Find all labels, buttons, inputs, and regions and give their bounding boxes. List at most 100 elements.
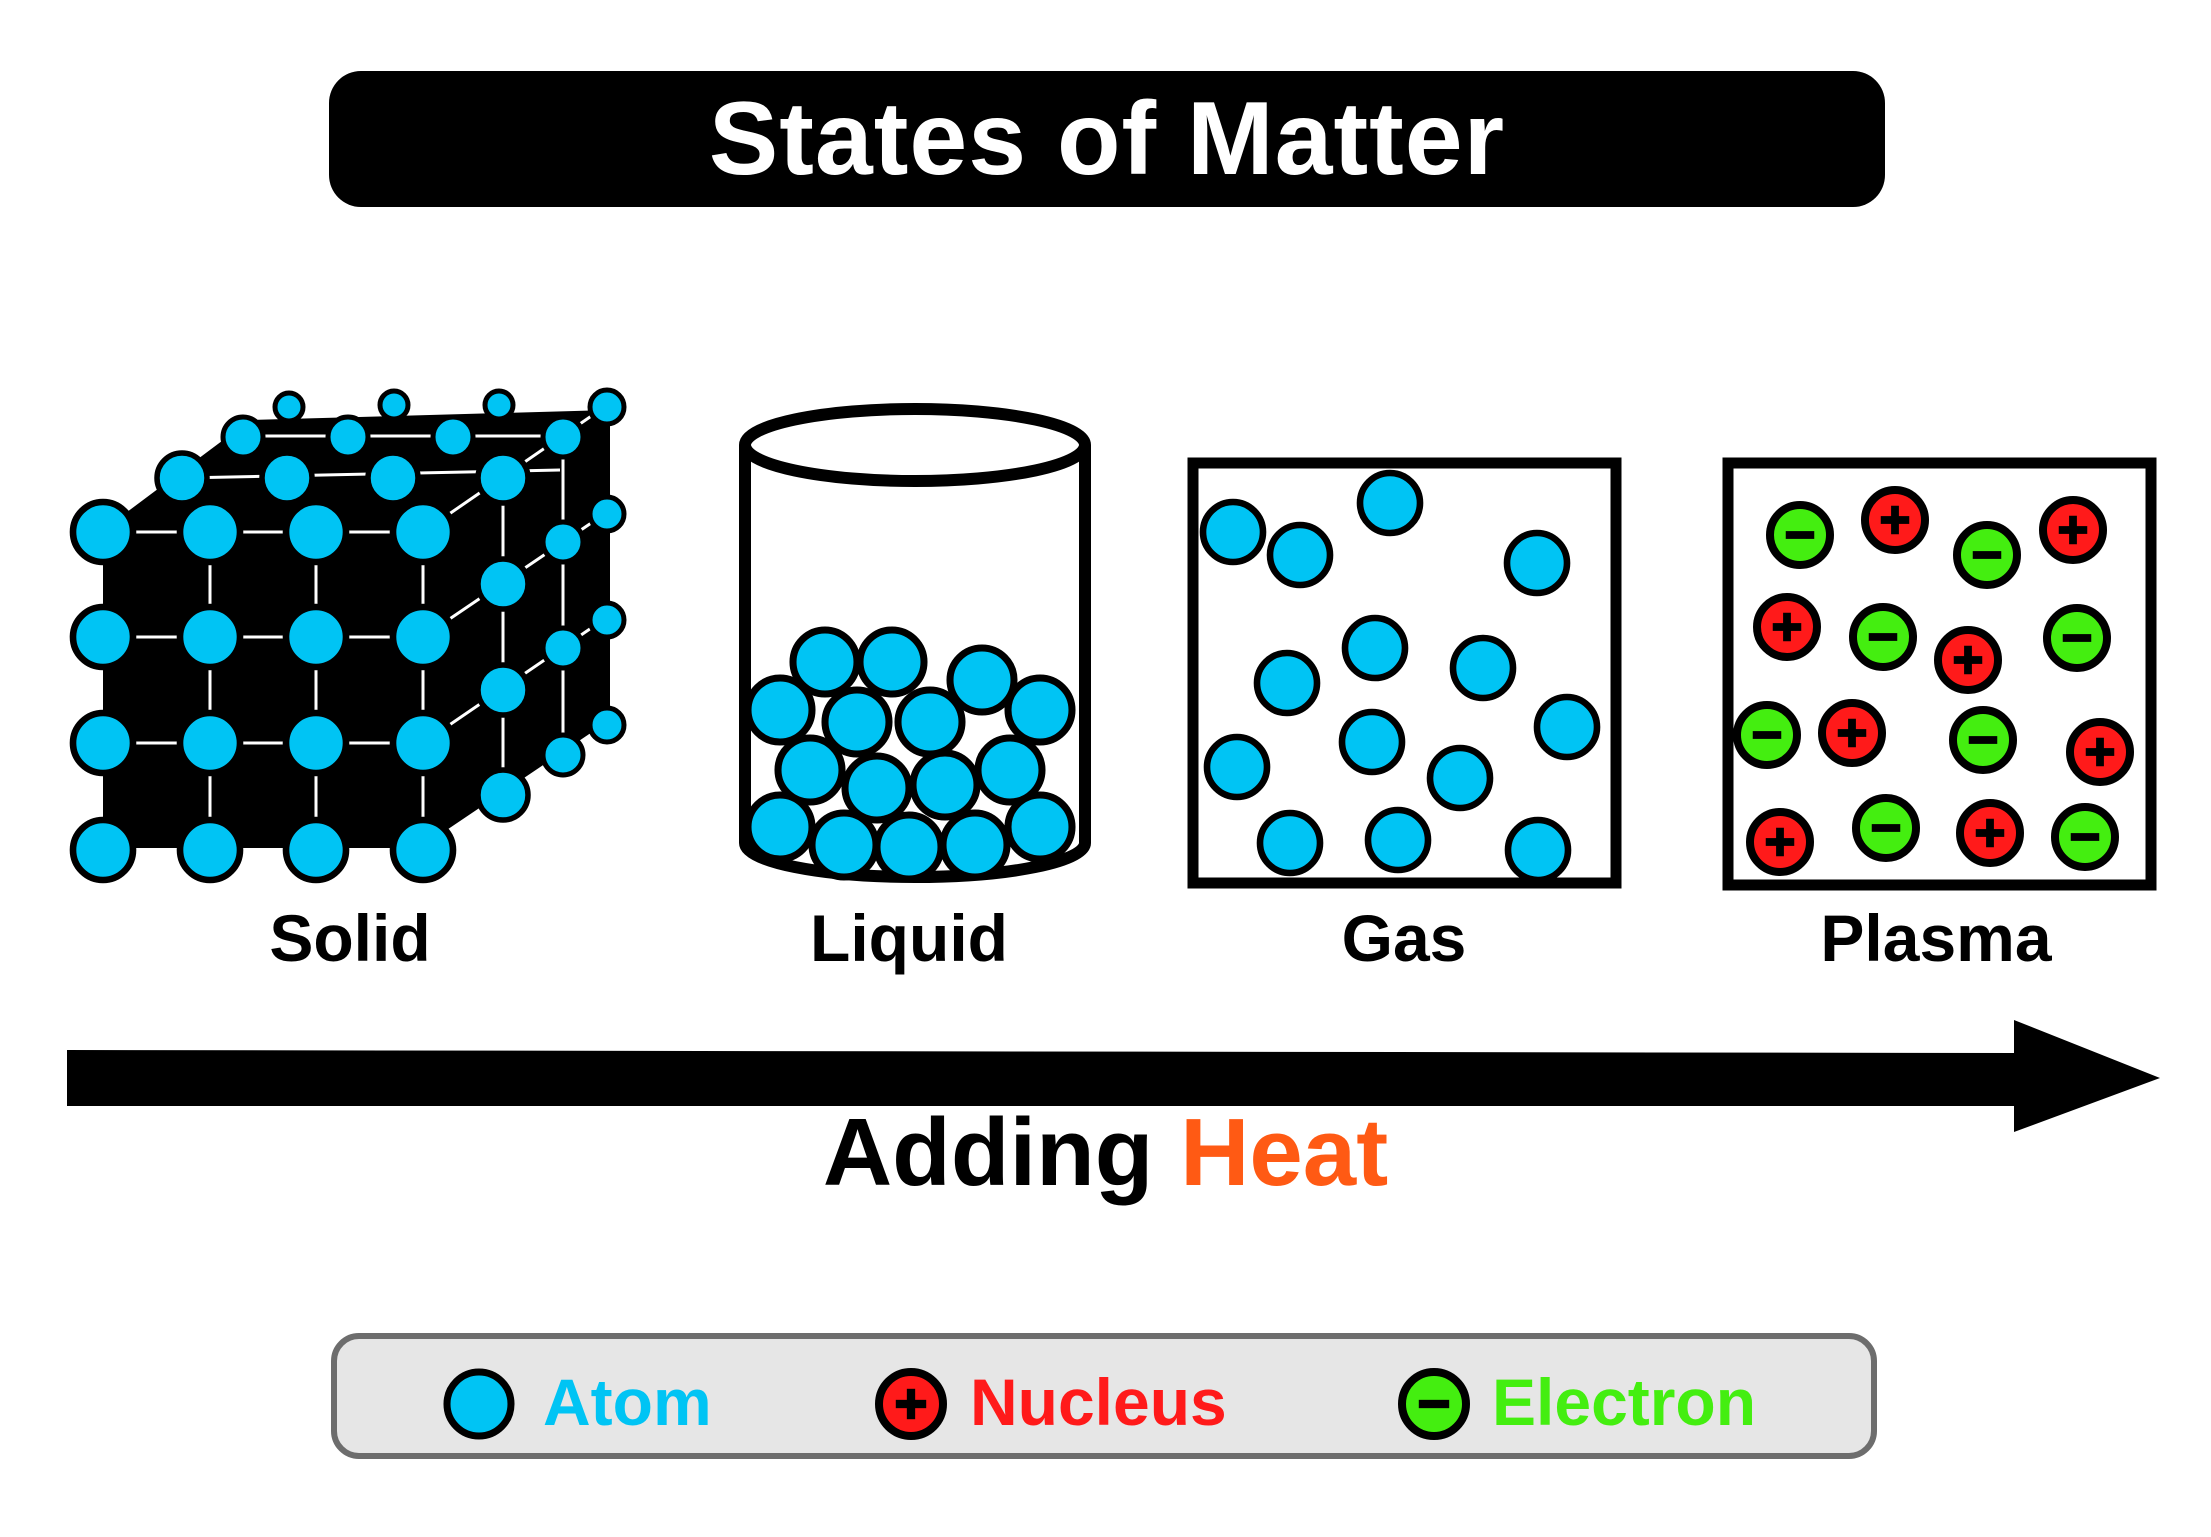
gas-atom xyxy=(1426,744,1494,812)
plasma-nucleus xyxy=(1746,808,1814,876)
plasma-nucleus xyxy=(1753,593,1821,661)
plasma-nucleus xyxy=(1956,799,2024,867)
solid-back-atom xyxy=(475,767,531,823)
plasma-electron xyxy=(2043,604,2111,672)
gas-atom xyxy=(1266,521,1334,589)
gas-atom xyxy=(1503,529,1571,597)
solid-back-atom xyxy=(430,414,476,460)
legend-electron-label: Electron xyxy=(1492,1365,1757,1439)
solid-atom xyxy=(69,709,137,777)
solid-back-atom xyxy=(154,450,210,506)
solid-label: Solid xyxy=(269,901,431,975)
solid-atom xyxy=(389,498,457,566)
solid-back-atom xyxy=(540,519,586,565)
solid-back-atom xyxy=(587,494,627,534)
solid-back-atom xyxy=(272,390,306,424)
gas-atom xyxy=(1533,693,1601,761)
solid-atom xyxy=(69,603,137,671)
solid-atom xyxy=(389,709,457,777)
solid-back-atom xyxy=(540,732,586,778)
gas-label: Gas xyxy=(1341,901,1467,975)
solid-atom xyxy=(389,603,457,671)
solid-atom xyxy=(282,498,350,566)
plasma-label: Plasma xyxy=(1820,901,2052,975)
liquid-atom xyxy=(744,674,816,746)
gas-atom xyxy=(1449,634,1517,702)
gas-atom xyxy=(1203,733,1271,801)
solid-atom xyxy=(69,498,137,566)
liquid-atom xyxy=(774,734,846,806)
liquid-atom xyxy=(744,791,816,863)
solid-atom xyxy=(282,603,350,671)
liquid-label: Liquid xyxy=(810,901,1008,975)
gas-atom xyxy=(1504,816,1572,884)
solid-back-atom xyxy=(482,388,516,422)
legend-nucleus-icon xyxy=(875,1368,947,1440)
beaker-rim xyxy=(739,403,1091,487)
solid-back-atom xyxy=(587,705,627,745)
solid-atom xyxy=(176,709,244,777)
legend-nucleus-label: Nucleus xyxy=(970,1365,1227,1439)
liquid-atom xyxy=(974,734,1046,806)
plasma-electron xyxy=(1766,501,1834,569)
plasma-nucleus xyxy=(1818,699,1886,767)
gas-container xyxy=(1187,457,1622,889)
caption-adding: Adding xyxy=(822,1099,1154,1206)
legend-atom-icon xyxy=(443,1368,515,1440)
plasma-nucleus xyxy=(2066,718,2134,786)
plasma-electron xyxy=(1849,603,1917,671)
caption-heat: Heat xyxy=(1180,1099,1389,1206)
plasma-electron xyxy=(1953,521,2021,589)
solid-back-atom xyxy=(540,414,586,460)
liquid-atom xyxy=(1004,674,1076,746)
plasma-nucleus xyxy=(1934,626,2002,694)
solid-back-atom xyxy=(220,414,266,460)
gas-atom xyxy=(1341,614,1409,682)
plasma-electron xyxy=(1733,701,1801,769)
legend-atom-label: Atom xyxy=(543,1365,712,1439)
plasma-nucleus xyxy=(2039,496,2107,564)
plasma-electron xyxy=(1852,794,1920,862)
solid-atom xyxy=(69,816,137,884)
solid-back-atom xyxy=(377,388,411,422)
solid-atom xyxy=(176,816,244,884)
solid-back-atom xyxy=(475,662,531,718)
plasma-nucleus xyxy=(1861,486,1929,554)
solid-lattice xyxy=(69,387,627,884)
solid-atom xyxy=(389,816,457,884)
solid-atom xyxy=(282,816,350,884)
legend-panel xyxy=(331,1333,1877,1459)
liquid-atom xyxy=(939,809,1011,881)
plasma-electron xyxy=(1949,706,2017,774)
gas-atom xyxy=(1256,809,1324,877)
page-title: States of Matter xyxy=(708,80,1506,197)
plasma-electron xyxy=(2051,803,2119,871)
solid-atom xyxy=(282,709,350,777)
solid-back-atom xyxy=(325,414,371,460)
solid-back-atom xyxy=(540,625,586,671)
solid-back-atom xyxy=(259,450,315,506)
liquid-atom xyxy=(856,626,928,698)
solid-atom xyxy=(176,498,244,566)
gas-atom xyxy=(1356,469,1424,537)
heat-arrow-shape xyxy=(67,1020,2160,1132)
liquid-beaker xyxy=(739,403,1091,883)
heat-arrow xyxy=(67,1020,2160,1132)
liquid-atom xyxy=(821,686,893,758)
solid-back-atom xyxy=(587,387,627,427)
solid-back-atom xyxy=(475,556,531,612)
solid-back-atom xyxy=(365,450,421,506)
arrow-caption: Adding Heat xyxy=(0,1098,2211,1208)
plasma-container xyxy=(1722,457,2157,891)
liquid-atom xyxy=(909,749,981,821)
gas-atom xyxy=(1338,708,1406,776)
legend-electron-icon xyxy=(1398,1368,1470,1440)
liquid-atom xyxy=(841,752,913,824)
solid-back-atom xyxy=(587,600,627,640)
gas-atom xyxy=(1253,649,1321,717)
solid-back-atom xyxy=(475,450,531,506)
liquid-atom xyxy=(946,644,1018,716)
